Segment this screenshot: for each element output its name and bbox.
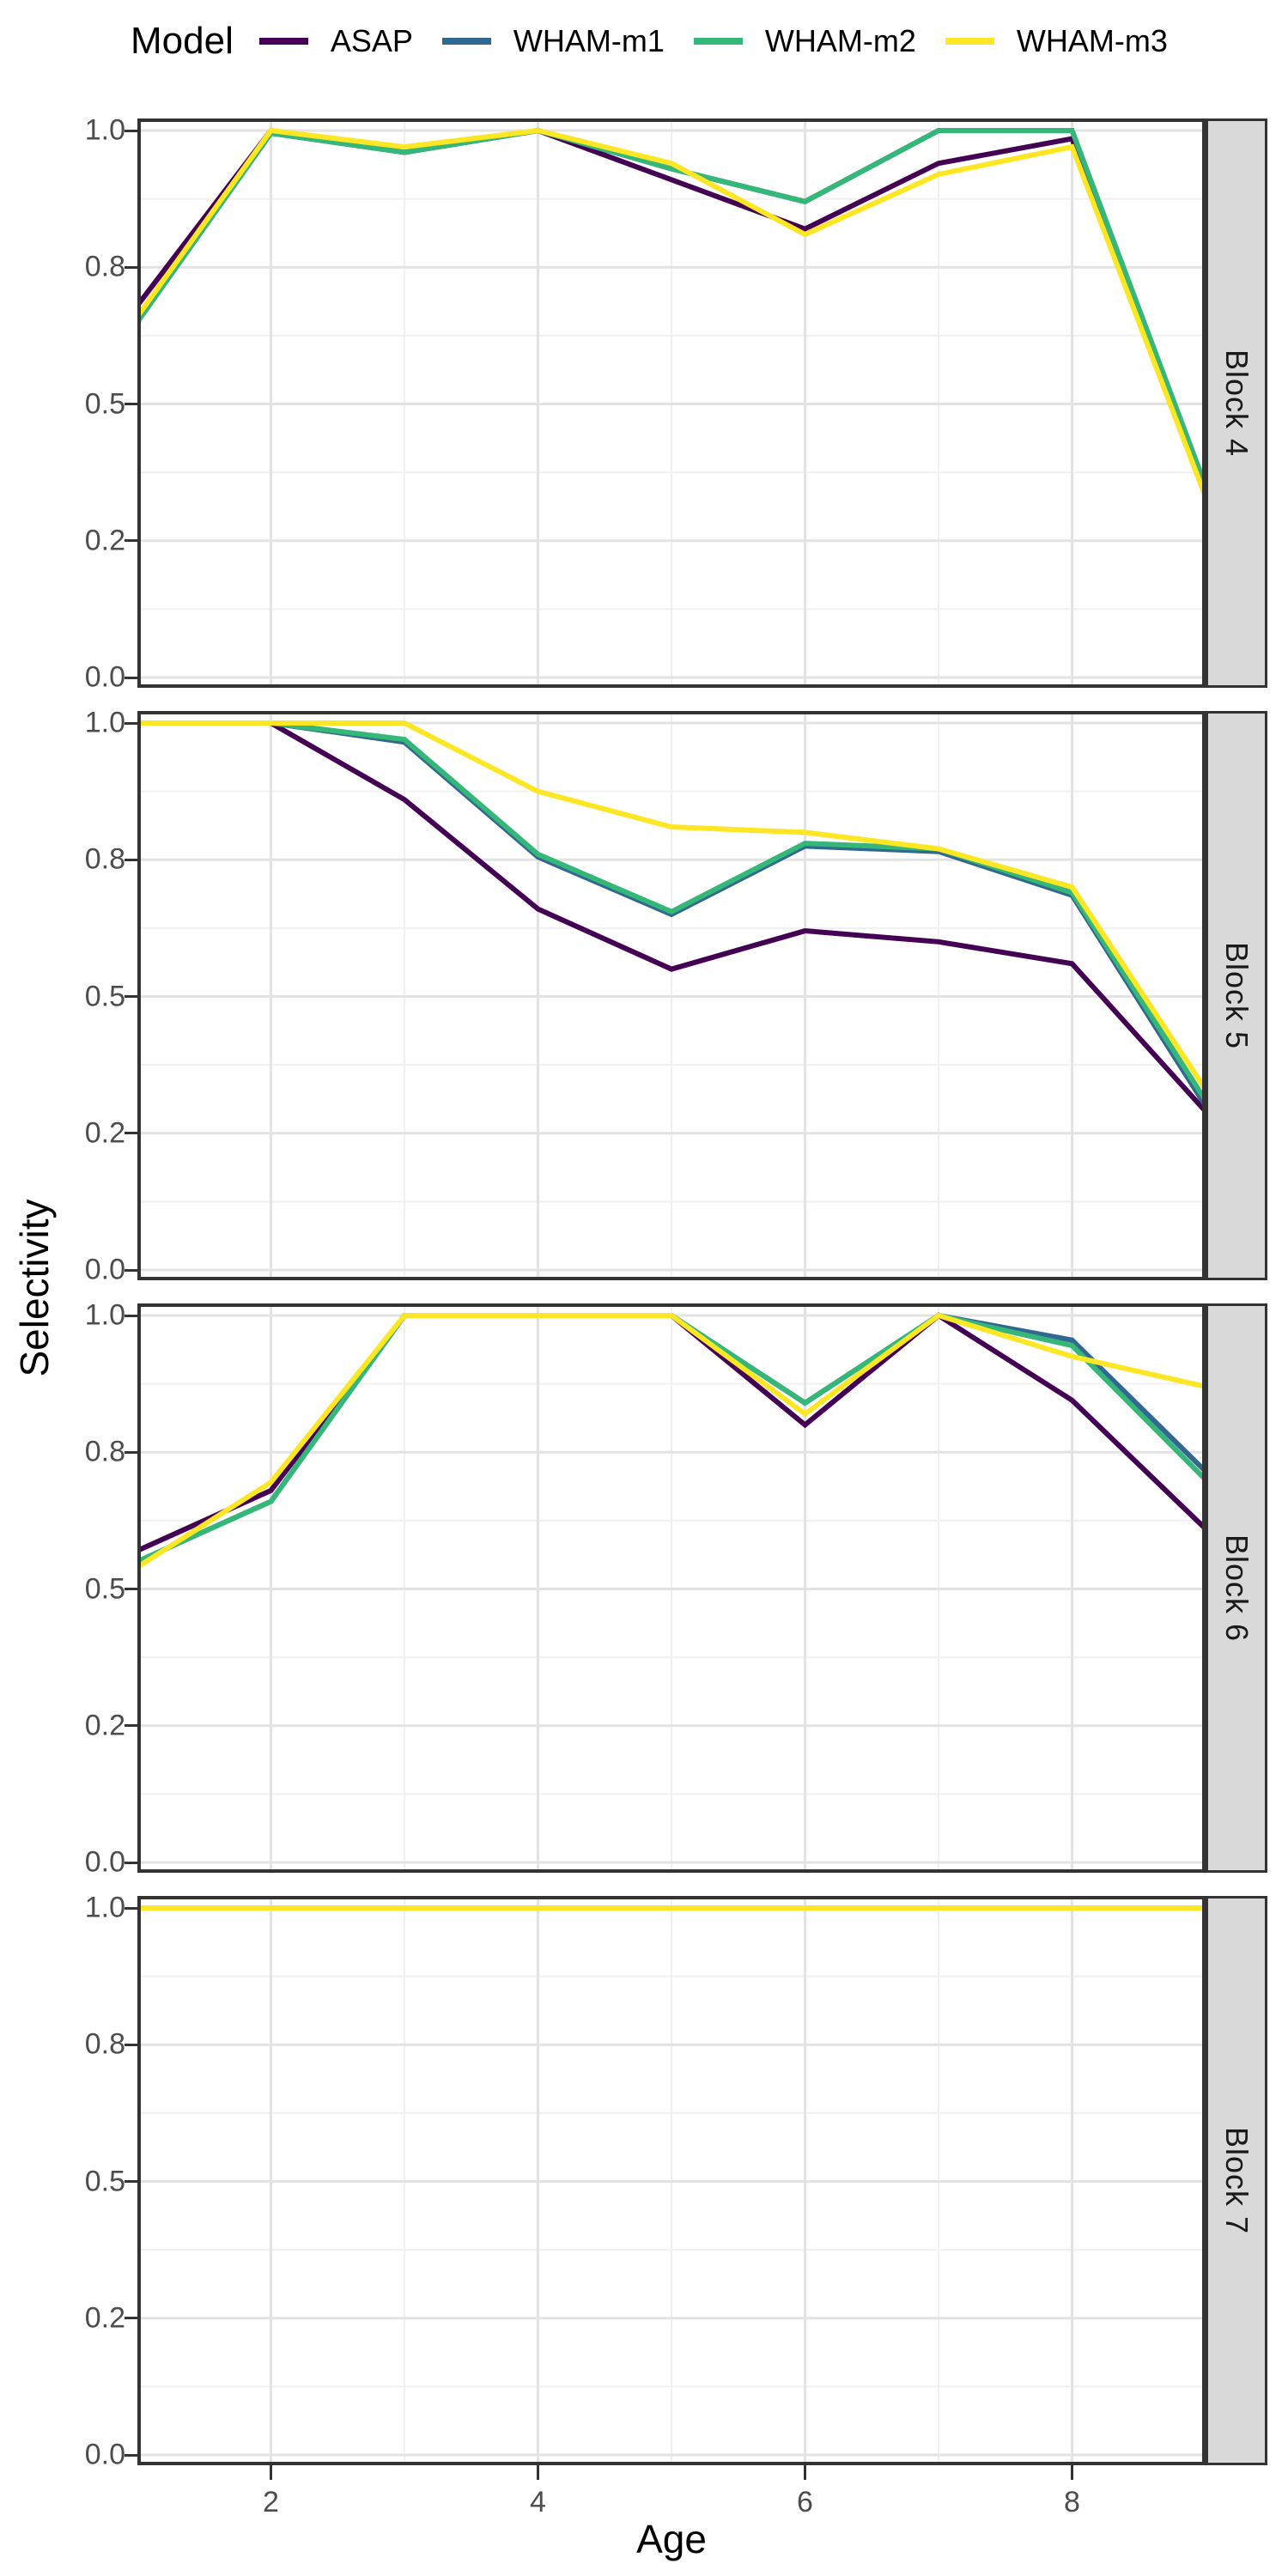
legend-item-asap: ASAP: [258, 15, 413, 67]
y-tick-mark: [125, 995, 137, 998]
facet-strip-block-7: Block 7: [1206, 1896, 1267, 2465]
y-tick-mark: [125, 2180, 137, 2183]
x-tick-mark: [1071, 2465, 1073, 2480]
y-tick-label: 0.0: [84, 1253, 125, 1286]
legend-item-wham-m3: WHAM-m3: [945, 15, 1168, 67]
series-line-wham-m3: [137, 1312, 1206, 1570]
legend: Model ASAP WHAM-m1 WHAM-m2 WHAM-m3: [131, 15, 1197, 67]
facet-strip-label: Block 5: [1219, 941, 1255, 1050]
y-tick-mark: [125, 265, 137, 269]
y-tick-mark: [125, 2317, 137, 2320]
facet-strip-label: Block 6: [1219, 1534, 1255, 1643]
y-tick-label: 1.0: [84, 113, 125, 147]
y-tick-mark: [125, 403, 137, 405]
y-tick-label: 1.0: [84, 1298, 125, 1332]
series-line-wham-m2: [137, 720, 1206, 1103]
y-tick-label: 0.8: [84, 1435, 125, 1468]
y-tick-label: 0.2: [84, 524, 125, 557]
x-tick-mark: [804, 2465, 806, 2480]
legend-label: ASAP: [330, 23, 413, 58]
panel-plot-block-5: [137, 711, 1206, 1280]
series-line-wham-m3: [137, 720, 1206, 1091]
y-tick-label: 0.5: [84, 980, 125, 1012]
y-tick-label: 0.0: [84, 1845, 125, 1879]
y-tick-label: 1.0: [84, 1891, 125, 1924]
legend-title: Model: [131, 20, 234, 62]
y-tick-label: 0.5: [84, 2165, 125, 2197]
y-tick-mark: [125, 1450, 137, 1454]
facet-strip-label: Block 4: [1219, 349, 1255, 458]
y-tick-mark: [125, 1724, 137, 1728]
panel-plot-block-7: [137, 1896, 1206, 2465]
y-tick-mark: [125, 539, 137, 543]
y-tick-mark: [125, 2043, 137, 2046]
y-tick-label: 0.8: [84, 250, 125, 283]
y-tick-mark: [125, 2453, 137, 2457]
y-tick-label: 0.2: [84, 1116, 125, 1150]
x-tick-label: 6: [797, 2486, 813, 2518]
x-tick-mark: [537, 2465, 539, 2480]
y-tick-label: 0.2: [84, 2301, 125, 2335]
x-tick-mark: [270, 2465, 272, 2480]
panel-plot-block-6: [137, 1303, 1206, 1873]
legend-item-wham-m2: WHAM-m2: [693, 15, 916, 67]
y-tick-mark: [125, 1132, 137, 1135]
y-tick-label: 0.0: [84, 660, 125, 694]
y-tick-label: 0.5: [84, 387, 125, 420]
legend-label: WHAM-m2: [764, 23, 916, 58]
y-tick-label: 1.0: [84, 706, 125, 739]
y-tick-mark: [125, 1268, 137, 1272]
legend-item-wham-m1: WHAM-m1: [441, 15, 665, 67]
legend-label: WHAM-m1: [513, 23, 665, 58]
x-tick-label: 2: [263, 2486, 279, 2518]
series-line-asap: [137, 720, 1206, 1114]
y-tick-mark: [125, 129, 137, 132]
panel-plot-block-4: [137, 118, 1206, 688]
legend-label: WHAM-m3: [1016, 23, 1168, 58]
x-axis-title: Age: [636, 2517, 707, 2561]
legend-swatch-asap-line-icon: [258, 38, 308, 45]
y-tick-mark: [125, 858, 137, 861]
legend-swatch-wham-m1-line-icon: [441, 38, 491, 45]
legend-swatch-wham-m3-line-icon: [945, 38, 994, 45]
y-tick-label: 0.5: [84, 1572, 125, 1605]
legend-swatch-wham-m2-line-icon: [693, 38, 743, 45]
y-tick-mark: [125, 1314, 137, 1317]
facet-strip-block-4: Block 4: [1206, 118, 1267, 688]
y-tick-mark: [125, 1861, 137, 1864]
series-line-wham-m2: [137, 127, 1206, 488]
facet-strip-block-5: Block 5: [1206, 711, 1267, 1280]
y-axis-title: Selectivity: [12, 1199, 57, 1377]
y-tick-mark: [125, 676, 137, 679]
y-tick-label: 0.2: [84, 1709, 125, 1742]
y-tick-mark: [125, 1906, 137, 1910]
y-tick-mark: [125, 1588, 137, 1590]
y-tick-mark: [125, 721, 137, 725]
facet-strip-label: Block 7: [1219, 2126, 1255, 2235]
y-tick-label: 0.8: [84, 842, 125, 876]
x-tick-label: 4: [530, 2486, 546, 2518]
y-tick-label: 0.0: [84, 2438, 125, 2471]
series-line-wham-m3: [137, 127, 1206, 498]
facet-strip-block-6: Block 6: [1206, 1303, 1267, 1873]
x-tick-label: 8: [1064, 2486, 1080, 2518]
y-tick-label: 0.8: [84, 2027, 125, 2061]
